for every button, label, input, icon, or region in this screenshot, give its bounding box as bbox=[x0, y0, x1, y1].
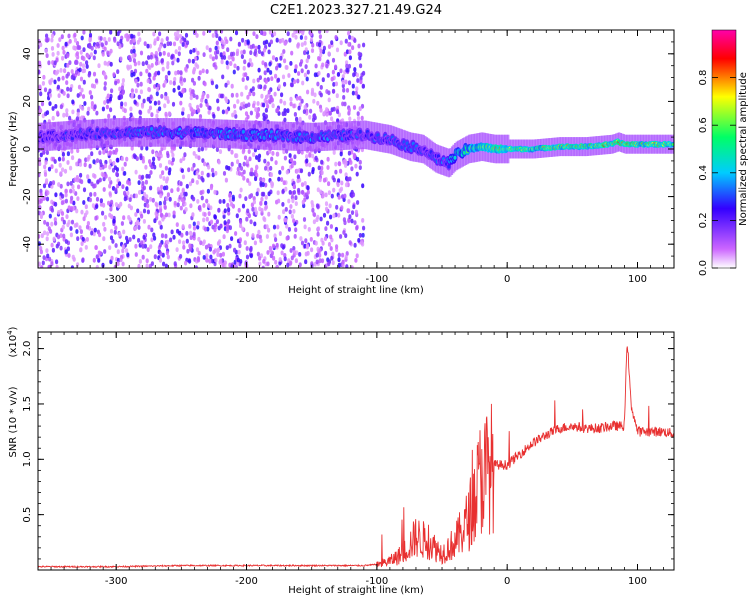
colorbar-gradient bbox=[711, 29, 737, 269]
spectrogram-ytick-label: -40 bbox=[22, 236, 33, 252]
snr-xtick-label: 0 bbox=[504, 576, 510, 587]
snr-series-line bbox=[38, 346, 674, 569]
snr-plot-area bbox=[38, 332, 674, 570]
spectrogram-xtick-label: -300 bbox=[105, 274, 128, 285]
colorbar-tick-label: 0.4 bbox=[698, 165, 709, 181]
spectrogram-ytick-label: -20 bbox=[22, 188, 33, 204]
svg-text:(x104): (x104) bbox=[6, 326, 19, 357]
snr-multiplier-exponent: 4 bbox=[6, 330, 14, 335]
colorbar-ticks: 0.0 0.2 0.4 0.6 0.8 bbox=[698, 70, 736, 276]
snr-panel: -300 -200 -100 0 100 0.5 1.0 1.5 2.0 Height of s… bbox=[6, 326, 675, 596]
spectrogram-xtick-label: -100 bbox=[366, 274, 389, 285]
snr-xtick-label: -300 bbox=[105, 576, 128, 587]
spectrogram-xlabel: Height of straight line (km) bbox=[288, 285, 424, 296]
spectrogram-ytick-label: 40 bbox=[22, 47, 33, 60]
spectrogram-xtick-label: -200 bbox=[235, 274, 258, 285]
colorbar-tick-label: 0.8 bbox=[698, 70, 709, 86]
snr-xlabel: Height of straight line (km) bbox=[288, 585, 424, 596]
snr-ylabel: SNR (10 * v/v) bbox=[8, 386, 19, 457]
spectrogram-xtick-label: 100 bbox=[628, 274, 647, 285]
snr-ticks: -300 -200 -100 0 100 0.5 1.0 1.5 2.0 bbox=[22, 332, 674, 587]
snr-ytick-label: 0.5 bbox=[22, 507, 33, 523]
snr-ytick-label: 1.5 bbox=[22, 396, 33, 412]
colorbar-tick-label: 0.0 bbox=[698, 260, 709, 276]
snr-ytick-label: 1.0 bbox=[22, 451, 33, 467]
snr-ytick-label: 2.0 bbox=[22, 341, 33, 357]
snr-xtick-label: -100 bbox=[366, 576, 389, 587]
colorbar-label: Normalized spectral amplitude bbox=[738, 72, 749, 226]
snr-multiplier-close: ) bbox=[8, 326, 19, 330]
spectrogram-image bbox=[38, 30, 674, 268]
colorbar-tick-label: 0.6 bbox=[698, 117, 709, 133]
snr-multiplier: (x104) bbox=[6, 326, 19, 357]
spectrogram-ylabel: Frequency (Hz) bbox=[8, 111, 19, 187]
colorbar: 0.0 0.2 0.4 0.6 0.8 Normalized spectral ampl… bbox=[698, 29, 749, 276]
figure-title: C2E1.2023.327.21.49.G24 bbox=[270, 3, 442, 18]
spectrogram-ytick-label: 20 bbox=[22, 95, 33, 108]
snr-xtick-label: 100 bbox=[628, 576, 647, 587]
snr-multiplier-base: (x10 bbox=[8, 335, 19, 358]
spectrogram-ytick-label: 0 bbox=[22, 146, 33, 152]
spectrogram-xtick-label: 0 bbox=[504, 274, 510, 285]
colorbar-tick-label: 0.2 bbox=[698, 212, 709, 228]
snr-xtick-label: -200 bbox=[235, 576, 258, 587]
snr-frame bbox=[37, 331, 675, 571]
